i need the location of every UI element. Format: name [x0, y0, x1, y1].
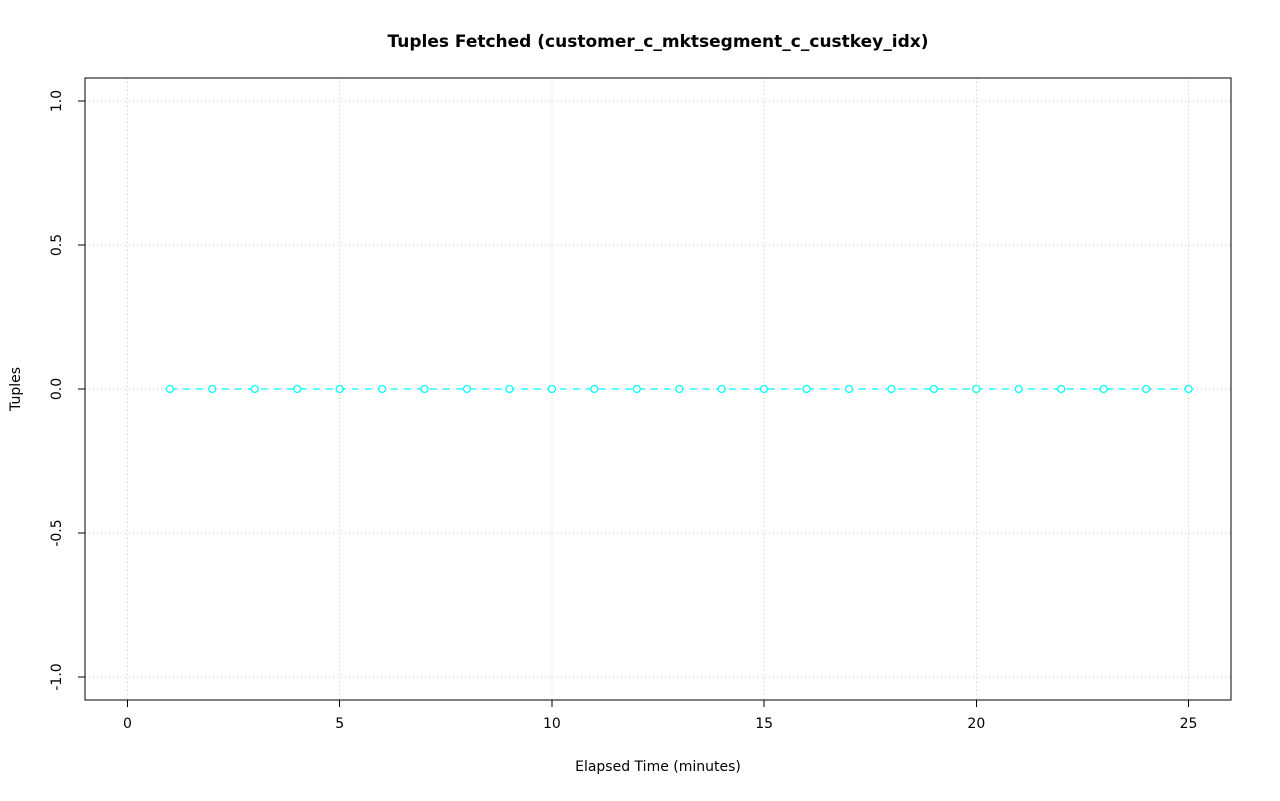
data-point — [462, 384, 472, 394]
x-tick-label: 5 — [335, 716, 344, 732]
x-tick-label: 15 — [755, 716, 773, 732]
data-point — [887, 384, 896, 394]
data-point — [632, 384, 641, 394]
data-point — [802, 384, 811, 394]
data-point — [208, 384, 217, 394]
data-point — [377, 384, 387, 394]
chart-title: Tuples Fetched (customer_c_mktsegment_c_… — [388, 32, 929, 52]
data-point — [250, 384, 259, 394]
data-point — [420, 384, 429, 394]
y-tick-label: 0.5 — [49, 234, 65, 256]
data-point — [590, 384, 599, 394]
data-point — [165, 384, 175, 394]
x-tick-label: 10 — [543, 716, 561, 732]
data-point — [505, 384, 514, 394]
x-tick-label: 0 — [123, 716, 132, 732]
grid-layer — [85, 78, 1231, 700]
y-tick-label: -0.5 — [49, 519, 65, 546]
y-tick-label: 1.0 — [49, 90, 65, 112]
data-point — [1014, 384, 1023, 394]
x-tick-label: 20 — [967, 716, 985, 732]
data-point — [1184, 384, 1193, 394]
data-point — [844, 384, 854, 394]
data-point — [1141, 384, 1151, 394]
x-tick-label: 25 — [1180, 716, 1198, 732]
axis-layer: 0 5 10 15 20 25 -1.0 -0.5 0.0 0.5 1.0 — [49, 77, 1232, 732]
y-tick-label: 0.0 — [49, 378, 65, 400]
data-point — [1099, 384, 1108, 394]
data-point — [929, 384, 939, 394]
data-point — [717, 384, 726, 394]
data-point — [1057, 384, 1066, 394]
data-point — [972, 384, 981, 394]
series-layer — [165, 384, 1193, 394]
y-tick-label: -1.0 — [49, 663, 65, 690]
data-point — [547, 384, 557, 394]
data-point — [675, 384, 684, 394]
y-axis-label: Tuples — [8, 367, 24, 412]
x-axis-label: Elapsed Time (minutes) — [575, 759, 741, 775]
data-point — [335, 384, 344, 394]
data-point — [759, 384, 769, 394]
data-point — [293, 384, 302, 394]
